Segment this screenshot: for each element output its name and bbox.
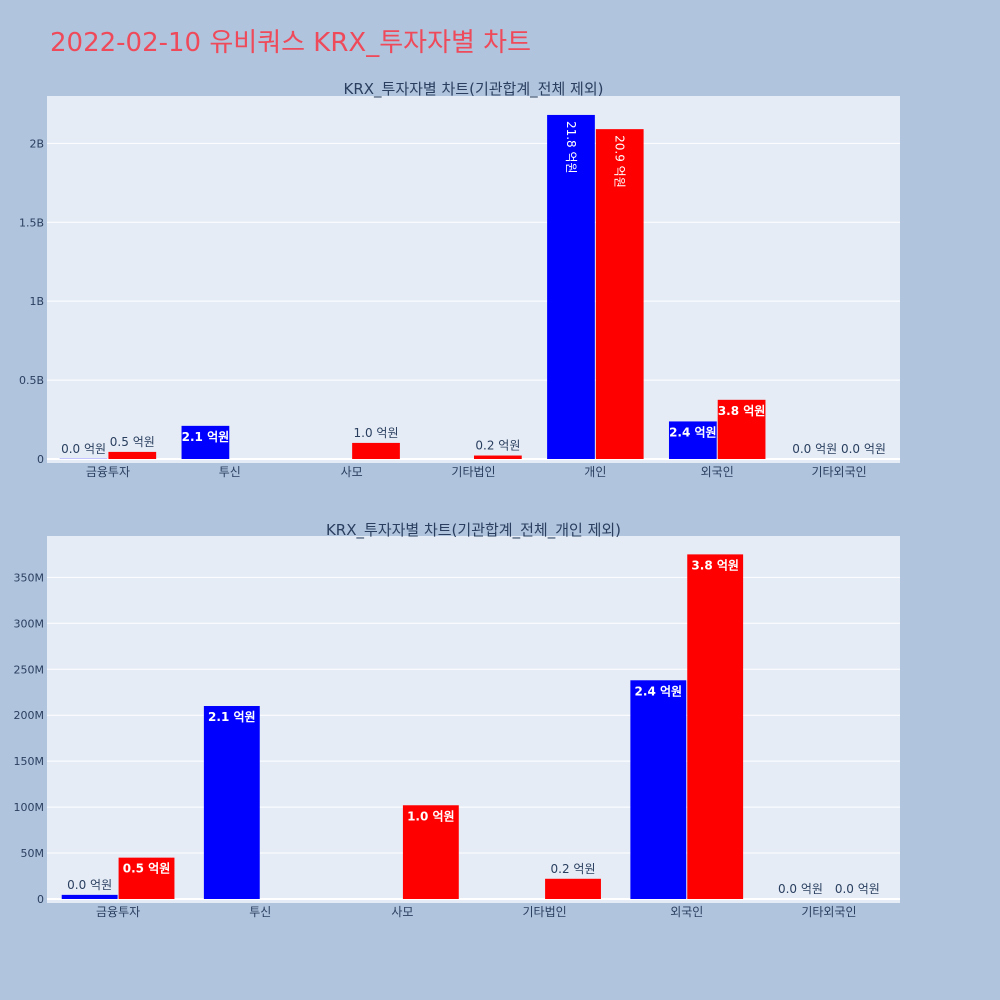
bar [402, 805, 459, 899]
bar [595, 129, 644, 459]
data-label: 2.4 억원 [669, 425, 717, 439]
data-label: 20.9 억원 [613, 135, 627, 188]
x-tick-label: 기타외국인 [801, 905, 856, 919]
data-label: 1.0 억원 [407, 809, 455, 823]
x-tick-label: 사모 [341, 465, 363, 479]
bar [630, 680, 687, 899]
data-label: 0.0 억원 [67, 878, 112, 892]
y-tick-label: 0.5B [19, 374, 44, 387]
y-tick-label: 0 [37, 893, 44, 906]
bar [545, 878, 601, 899]
data-label: 3.8 억원 [718, 404, 766, 418]
data-label: 3.8 억원 [691, 558, 739, 572]
x-tick-label: 금융투자 [96, 905, 140, 919]
x-tick-label: 기타외국인 [811, 465, 866, 479]
data-label: 2.1 억원 [208, 710, 256, 724]
plot-area [47, 96, 900, 463]
chart-investor-without-individual: 0 50M 100M 150M 200M 250M 300M 350M KRX_투자자별 차트(… [14, 521, 900, 919]
bar [61, 894, 118, 899]
chart-investor-with-individual: 0 0.5B 1B 1.5B 2B KRX_투자자별 차트(기관합계_전체 제외) 금융투자… [19, 80, 900, 479]
data-label: 0.0 억원 [61, 442, 106, 456]
y-tick-label: 250M [14, 663, 45, 676]
x-tick-label: 개인 [584, 465, 606, 479]
x-tick-label: 외국인 [701, 465, 734, 479]
x-tick-label: 금융투자 [86, 465, 130, 479]
data-label: 0.0 억원 [778, 882, 823, 896]
x-tick-label: 기타법인 [451, 465, 495, 479]
data-label: 2.1 억원 [182, 430, 230, 444]
bar [547, 114, 595, 459]
chart-title: KRX_투자자별 차트(기관합계_전체 제외) [344, 80, 604, 99]
bar [181, 425, 230, 459]
y-tick-label: 350M [14, 571, 45, 584]
y-tick-label: 2B [29, 137, 44, 150]
bar [474, 455, 522, 459]
y-tick-label: 50M [21, 847, 45, 860]
bar [118, 857, 175, 899]
x-tick-label: 외국인 [670, 905, 703, 919]
y-tick-label: 1B [29, 295, 44, 308]
page-title: 2022-02-10 유비쿼스 KRX_투자자별 차트 [50, 28, 532, 58]
data-label: 1.0 억원 [354, 426, 399, 440]
data-label: 0.0 억원 [841, 442, 886, 456]
y-tick-label: 150M [14, 755, 45, 768]
x-tick-label: 사모 [391, 905, 413, 919]
data-label: 21.8 억원 [564, 121, 578, 174]
data-label: 0.5 억원 [110, 435, 155, 449]
y-tick-label: 1.5B [19, 216, 44, 229]
bar [687, 554, 744, 899]
y-tick-label: 0 [37, 453, 44, 466]
data-label: 0.0 억원 [835, 882, 880, 896]
data-label: 2.4 억원 [635, 684, 683, 698]
x-tick-label: 투신 [219, 465, 241, 479]
y-tick-label: 300M [14, 617, 45, 630]
x-tick-label: 투신 [249, 905, 271, 919]
data-label: 0.2 억원 [551, 862, 596, 876]
bar [352, 442, 400, 459]
bar [203, 706, 260, 899]
data-label: 0.5 억원 [123, 862, 171, 876]
bar [108, 451, 157, 459]
data-label: 0.2 억원 [475, 439, 520, 453]
x-tick-label: 기타법인 [522, 905, 566, 919]
chart-title: KRX_투자자별 차트(기관합계_전체_개인 제외) [326, 521, 621, 540]
plot-area [47, 536, 900, 903]
y-tick-label: 200M [14, 709, 45, 722]
bar [717, 399, 766, 459]
y-tick-label: 100M [14, 801, 45, 814]
bar [668, 421, 717, 459]
data-label: 0.0 억원 [792, 442, 837, 456]
